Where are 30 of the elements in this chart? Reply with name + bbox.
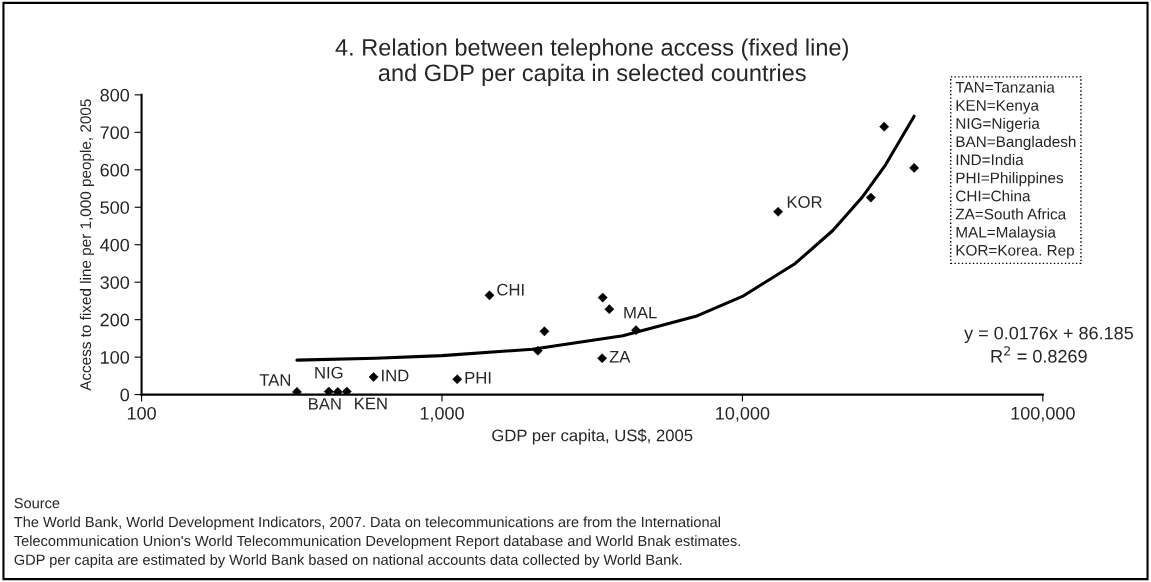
y-tick-label: 400 — [100, 238, 130, 252]
annotation: NIG — [315, 366, 343, 379]
y-tick-label: 800 — [100, 88, 130, 102]
annotation: IND — [382, 369, 409, 382]
annotation: KEN — [355, 397, 387, 410]
x-axis-title: GDP per capita, US$, 2005 — [492, 428, 693, 445]
y-tick-label: 0 — [120, 388, 130, 402]
annotation: KOR — [787, 196, 822, 208]
annotation: BAN — [309, 398, 341, 410]
x-tick-label: 10,000 — [716, 406, 770, 422]
text: TAN=Tanzania KEN=Kenya NIG=Nigeria BAN=Bangladesh IND=India PHI=Philippines CHI=China ZA=South Africa MAL=Malaysia KOR=Korea. Rep — [955, 81, 1076, 259]
annotation: TAN — [259, 374, 291, 386]
annotation: y = 0.0176x + 86.185 — [964, 326, 1133, 344]
y-tick-label: 700 — [100, 126, 130, 140]
x-tick-label: 1,000 — [420, 406, 464, 422]
y-tick-label: 300 — [100, 276, 130, 289]
annotation: CHI — [497, 283, 524, 296]
y-tick-label: 600 — [100, 163, 130, 177]
chart-title: 4. Relation between telephone access (fixed line) and GDP per capita in selected countries — [335, 38, 848, 86]
annotation: R$^{2}$ = 0.8269 — [991, 346, 1087, 363]
annotation: PHI — [465, 372, 491, 384]
y-tick-label: 200 — [100, 313, 130, 327]
y-tick-label: 500 — [100, 201, 130, 214]
annotation: MAL — [624, 306, 657, 319]
source-note: Source The World Bank, World Development Indicators, 2007. Data on telecommunications are from the International Telecommunication Union's World Telecommunication Development Report database and World Bnak estimates. GDP per capita are estimated by World Bank based on national accounts data collected by World Bank. — [14, 498, 740, 568]
y-tick-label: 100 — [101, 351, 130, 364]
y-axis-title: Access to fixed line per 1,000 people, 2005 — [79, 99, 95, 391]
x-tick-label: 100,000 — [1011, 406, 1075, 422]
x-tick-label: 100 — [127, 406, 156, 420]
annotation: ZA — [609, 351, 631, 363]
